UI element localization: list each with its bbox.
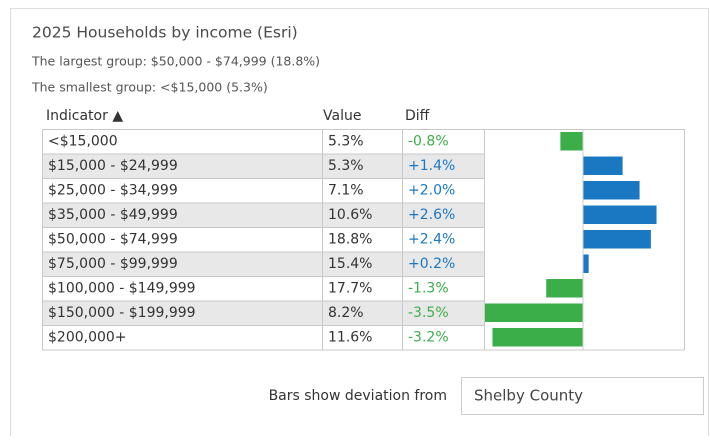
diff: -3.5%	[408, 305, 449, 321]
title: 2025 Households by income (Esri)	[32, 24, 298, 42]
footer-label: Bars show deviation from	[269, 388, 447, 404]
selection[interactable]: Shelby County	[474, 387, 583, 405]
row-background	[42, 129, 484, 154]
indicator: $200,000+	[48, 329, 127, 345]
diff-bar	[583, 205, 657, 224]
value: 5.3%	[328, 133, 364, 149]
value: 5.3%	[328, 158, 364, 174]
diff-bar	[492, 328, 583, 347]
value: 17.7%	[328, 280, 372, 296]
value: 8.2%	[328, 305, 364, 321]
selection-box[interactable]	[461, 377, 704, 415]
diff-bar	[546, 279, 583, 298]
indicator: $150,000 - $199,999	[48, 305, 196, 321]
diff-bar	[583, 156, 623, 175]
row-background	[42, 325, 484, 350]
value: 15.4%	[328, 256, 372, 272]
row-background	[42, 227, 484, 252]
diff: +1.4%	[408, 158, 455, 174]
indicator: $35,000 - $49,999	[48, 207, 178, 223]
row-background	[42, 178, 484, 203]
row-background	[42, 300, 484, 325]
row-background	[42, 153, 484, 178]
value: 18.8%	[328, 231, 372, 247]
indicator: $75,000 - $99,999	[48, 256, 178, 272]
diff-bar	[583, 181, 640, 200]
row-background	[42, 276, 484, 301]
indicator: $50,000 - $74,999	[48, 231, 178, 247]
diff: -1.3%	[408, 280, 449, 296]
indicator: <$15,000	[48, 133, 118, 149]
value: 11.6%	[328, 329, 372, 345]
column-header[interactable]: Indicator ▲	[46, 108, 123, 124]
row-background	[42, 202, 484, 227]
diff-bar	[583, 254, 589, 273]
diff-bar	[560, 132, 583, 151]
row-background	[42, 251, 484, 276]
bar-area	[484, 129, 685, 351]
diff: +2.4%	[408, 231, 455, 247]
indicator: $100,000 - $149,999	[48, 280, 196, 296]
indicator: $15,000 - $24,999	[48, 158, 178, 174]
largest-group: The largest group: $50,000 - $74,999 (18…	[31, 54, 320, 69]
value: 10.6%	[328, 207, 372, 223]
diff: +0.2%	[408, 256, 455, 272]
diff-bar	[583, 230, 651, 249]
column-header[interactable]: Diff	[405, 108, 430, 124]
indicator: $25,000 - $34,999	[48, 182, 178, 198]
smallest-group: The smallest group: <$15,000 (5.3%)	[31, 80, 268, 95]
diff: +2.0%	[408, 182, 455, 198]
value: 7.1%	[328, 182, 364, 198]
diff: -3.2%	[408, 329, 449, 345]
diff-bar	[484, 303, 583, 322]
diff: +2.6%	[408, 207, 455, 223]
column-header[interactable]: Value	[323, 108, 361, 124]
diff: -0.8%	[408, 133, 449, 149]
